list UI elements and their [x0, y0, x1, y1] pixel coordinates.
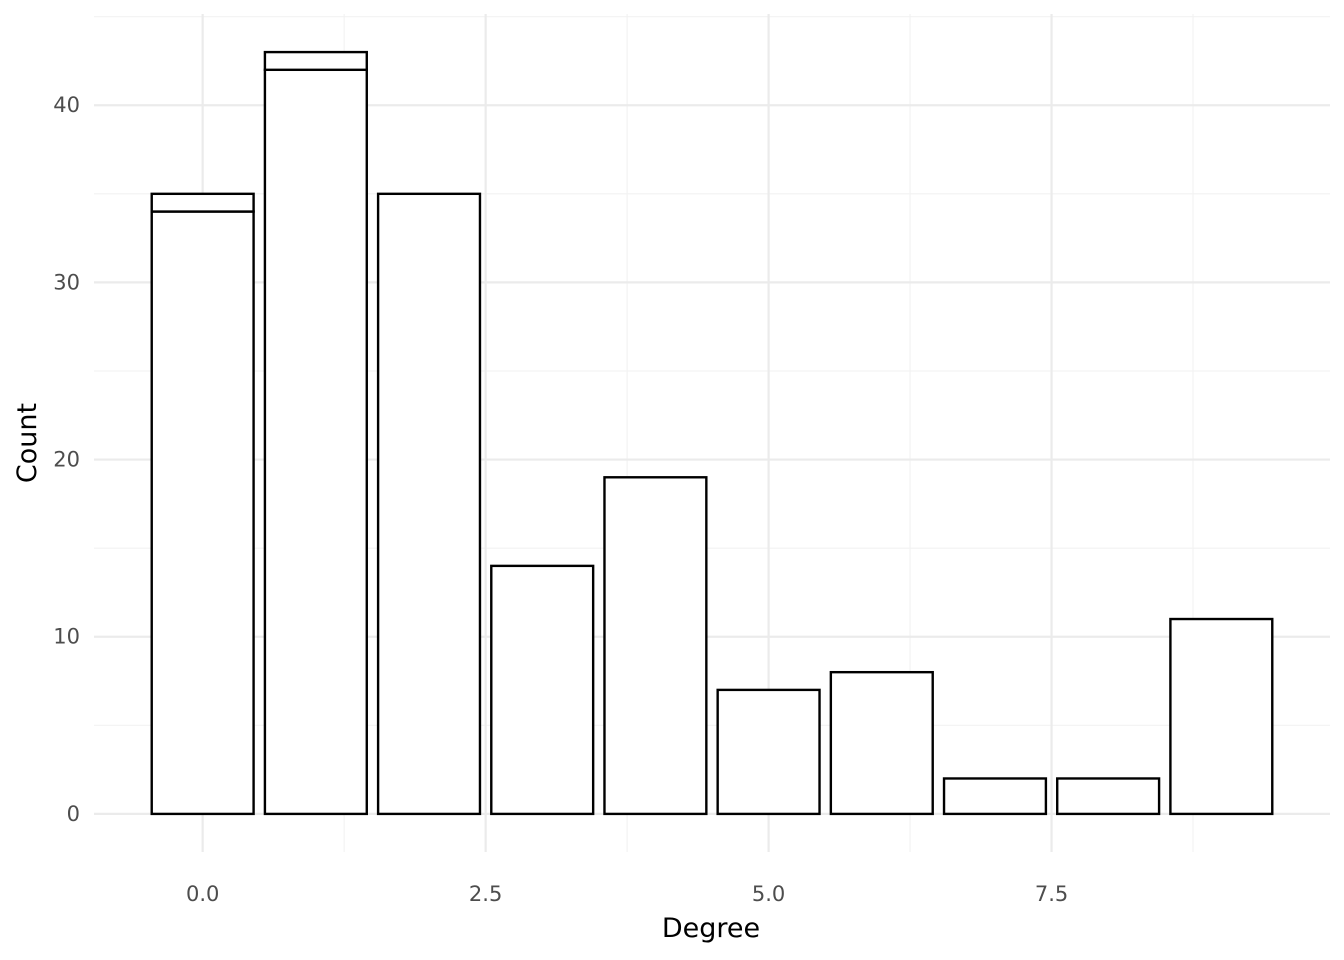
y-axis-title: Count	[12, 403, 43, 483]
bar-degree-2	[376, 192, 482, 816]
x-tick-label: 0.0	[186, 882, 219, 906]
x-axis-title: Degree	[662, 913, 760, 944]
x-axis-ticks: 0.0 2.5 5.0 7.5	[186, 882, 1068, 906]
bar-degree-0	[150, 210, 255, 816]
bar-degree-1	[263, 68, 368, 816]
bar-degree-4	[603, 476, 708, 816]
x-tick-label: 5.0	[752, 882, 785, 906]
bar-degree-3	[490, 564, 595, 816]
bar-degree-9	[1169, 617, 1274, 816]
y-tick-label: 30	[53, 270, 80, 294]
y-tick-label: 10	[53, 625, 80, 649]
bar-degree-0-stack-1	[150, 192, 255, 213]
bar-degree-1-stack-1	[263, 50, 368, 72]
y-tick-label: 40	[53, 93, 80, 117]
bar-degree-8	[1056, 777, 1161, 816]
bars-group	[150, 50, 1274, 816]
bar-degree-7	[942, 777, 1048, 816]
y-axis-ticks: 0 10 20 30 40	[53, 93, 80, 826]
bar-degree-6	[829, 670, 934, 816]
x-tick-label: 2.5	[469, 882, 502, 906]
y-tick-label: 20	[53, 448, 80, 472]
y-tick-label: 0	[67, 802, 80, 826]
bar-degree-5	[716, 688, 821, 816]
x-tick-label: 7.5	[1035, 882, 1068, 906]
